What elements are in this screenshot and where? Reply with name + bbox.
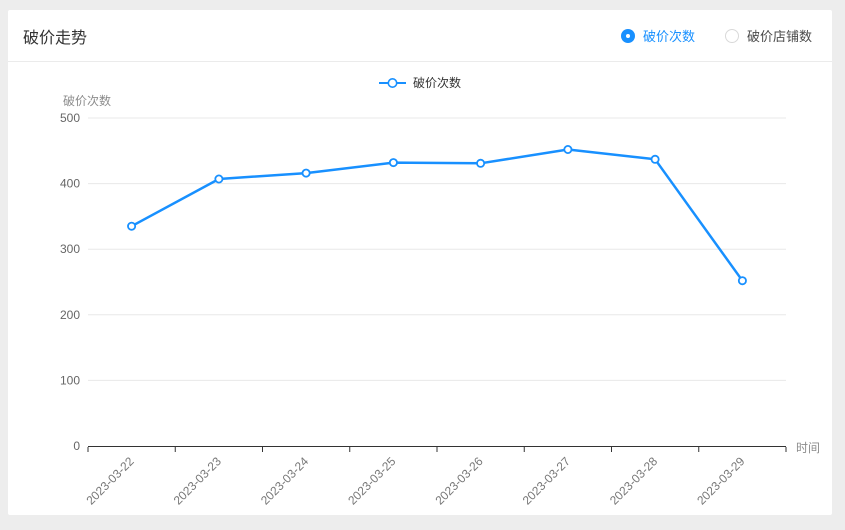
radio-unselected-icon[interactable] (724, 28, 739, 43)
legend-label: 破价次数 (412, 76, 461, 90)
x-axis-tick-label: 2023-03-29 (694, 454, 748, 508)
legend-item-break-count[interactable]: 破价次数 (378, 74, 461, 91)
data-point-marker[interactable] (214, 174, 224, 184)
chart-area: 破价次数 0 100 200 300 400 500 2023-03-22 2023-03-23… (8, 62, 832, 515)
data-point-marker[interactable] (476, 158, 486, 168)
data-point-marker[interactable] (127, 221, 137, 231)
x-axis-tick-label: 2023-03-27 (520, 454, 574, 508)
x-axis-tick-label: 2023-03-22 (83, 454, 137, 508)
data-point-marker[interactable] (737, 276, 747, 286)
legend-line-marker-icon (378, 77, 406, 88)
card-header: 破价走势 破价次数 破价店铺数 (8, 10, 832, 62)
y-axis-tick-label: 100 (60, 373, 80, 387)
x-axis-tick-label: 2023-03-26 (432, 454, 486, 508)
price-break-trend-card: 破价走势 破价次数 破价店铺数 破价次数 破价次数 0 100 200 300 400 50… (8, 10, 832, 515)
x-axis-tick-label: 2023-03-24 (258, 454, 312, 508)
y-axis-tick-label: 400 (60, 177, 80, 191)
series-line (130, 148, 744, 282)
y-axis-tick-label: 0 (73, 439, 80, 453)
page-title: 破价走势 (23, 29, 88, 47)
data-point-marker[interactable] (563, 145, 573, 155)
data-point-marker[interactable] (388, 158, 398, 168)
data-point-marker[interactable] (650, 154, 660, 164)
x-axis-tick-label: 2023-03-28 (607, 454, 661, 508)
radio-break-shop-count[interactable]: 破价店铺数 (724, 26, 812, 45)
radio-break-count[interactable]: 破价次数 (620, 26, 695, 45)
radio-selected-icon[interactable] (620, 28, 635, 43)
x-axis-tick-label: 2023-03-23 (171, 454, 225, 508)
data-point-marker[interactable] (301, 168, 311, 178)
x-axis-tick-label: 2023-03-25 (345, 454, 399, 508)
y-axis-name: 破价次数 (63, 93, 111, 108)
trend-line-chart[interactable]: 破价次数 0 100 200 300 400 500 2023-03-22 2023-03-23… (8, 62, 832, 515)
radio-break-count-label[interactable]: 破价次数 (642, 29, 695, 44)
y-axis-tick-label: 500 (60, 111, 80, 125)
chart-legend: 破价次数 (8, 74, 832, 91)
radio-break-shop-count-label[interactable]: 破价店铺数 (746, 29, 812, 44)
x-axis-name: 时间 (796, 441, 820, 455)
radio-inner-dot-icon (625, 33, 630, 38)
metric-radio-group: 破价次数 破价店铺数 (620, 26, 812, 45)
y-axis-tick-label: 200 (60, 308, 80, 322)
y-axis-tick-label: 300 (60, 242, 80, 256)
